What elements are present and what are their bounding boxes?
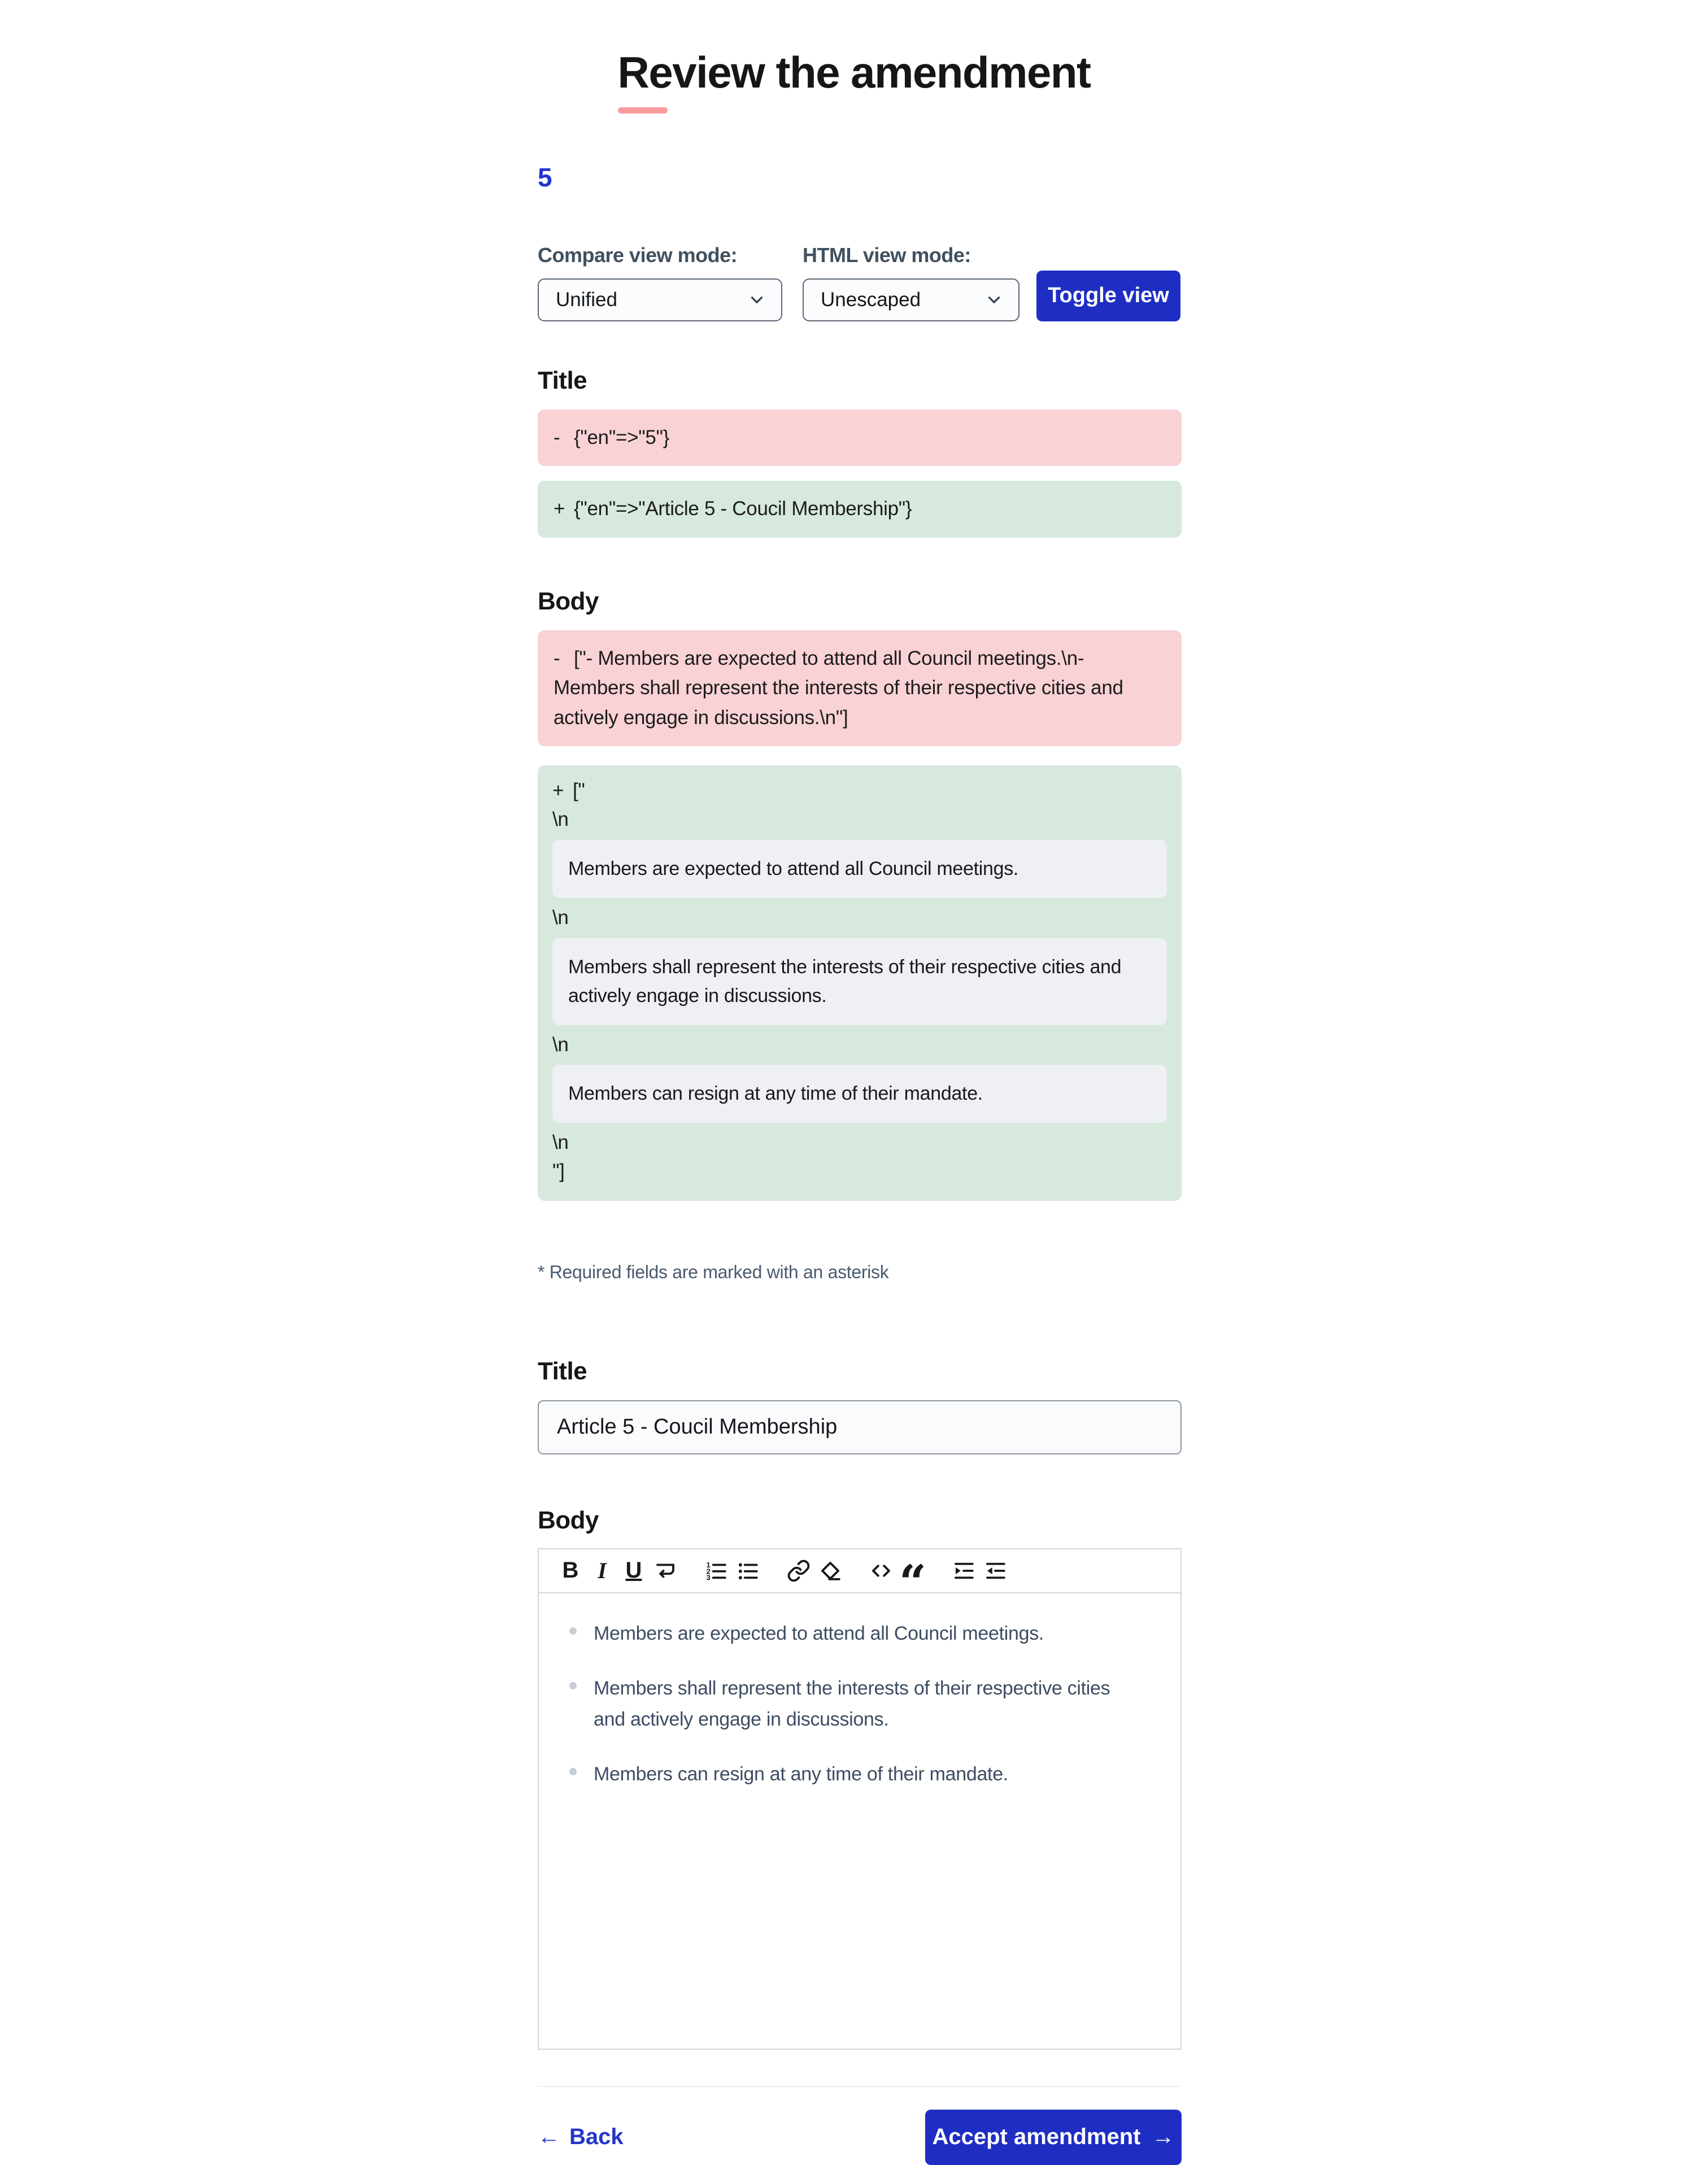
- newline-token: \n: [552, 808, 569, 831]
- review-amendment-page: Review the amendment 5 Compare view mode…: [0, 47, 1708, 2165]
- list-item-text: Members can resign at any time of their …: [594, 1763, 1008, 1785]
- eraser-icon: [821, 1561, 840, 1580]
- html-view-mode-value: Unescaped: [821, 288, 921, 311]
- decrease-indent-icon: [986, 1562, 1005, 1579]
- form-body-label: Body: [538, 1506, 599, 1534]
- link-icon: [787, 1560, 810, 1582]
- toolbar-increase-indent-button[interactable]: [948, 1554, 979, 1588]
- toolbar-blockquote-button[interactable]: “: [897, 1554, 929, 1611]
- page-header: Review the amendment: [0, 47, 1708, 114]
- newline-token: \n: [552, 1033, 569, 1056]
- toggle-view-button[interactable]: Toggle view: [1036, 270, 1180, 321]
- toolbar-bullet-list-button[interactable]: [732, 1554, 764, 1588]
- arrow-left-icon: ←: [538, 2124, 560, 2150]
- chevron-down-icon: [751, 296, 763, 303]
- diff-removed-text: {"en"=>"5"}: [574, 426, 670, 448]
- newline-token: \n: [552, 906, 569, 929]
- svg-text:1: 1: [707, 1561, 711, 1569]
- compare-view-mode-value: Unified: [556, 288, 617, 311]
- compare-view-mode-select[interactable]: Unified: [538, 278, 782, 321]
- numbered-list-icon: 1 2 3: [707, 1561, 726, 1582]
- diff-title-heading: Title: [538, 366, 587, 394]
- back-link[interactable]: ← Back: [538, 2124, 624, 2150]
- toolbar-italic-button[interactable]: I: [586, 1554, 618, 1588]
- line-break-icon: [656, 1563, 674, 1578]
- title-input[interactable]: [538, 1400, 1182, 1454]
- diff-added-sign: +: [554, 498, 565, 520]
- toolbar-line-break-button[interactable]: [650, 1554, 681, 1588]
- diff-added-close-bracket: "]: [552, 1160, 565, 1183]
- accept-amendment-button[interactable]: Accept amendment →: [925, 2109, 1182, 2165]
- arrow-right-icon: →: [1152, 2124, 1175, 2150]
- html-view-mode-label: HTML view mode:: [803, 243, 971, 267]
- svg-text:2: 2: [707, 1567, 711, 1575]
- title-diff-added-line: + {"en"=>"Article 5 - Coucil Membership"}: [538, 481, 1182, 538]
- diff-added-paragraph: Members are expected to attend all Counc…: [552, 839, 1167, 898]
- diff-added-text: {"en"=>"Article 5 - Coucil Membership"}: [574, 498, 912, 520]
- title-diff-removed-line: - {"en"=>"5"}: [538, 409, 1182, 467]
- newline-token: \n: [552, 1131, 569, 1154]
- list-item: Members can resign at any time of their …: [565, 1759, 1135, 1790]
- toolbar-numbered-list-button[interactable]: 1 2 3: [700, 1554, 732, 1588]
- toolbar-underline-button[interactable]: U: [618, 1554, 650, 1588]
- toolbar-code-button[interactable]: [865, 1554, 897, 1588]
- toolbar-decrease-indent-button[interactable]: [979, 1554, 1011, 1588]
- quote-icon: “: [899, 1554, 927, 1611]
- chevron-down-icon: [988, 296, 1000, 303]
- diff-added-sign: +: [552, 779, 564, 802]
- accept-button-label: Accept amendment: [932, 2124, 1141, 2150]
- svg-text:3: 3: [707, 1574, 711, 1582]
- editor-content-area[interactable]: Members are expected to attend all Counc…: [539, 1593, 1180, 2049]
- diff-added-open-bracket: [": [573, 779, 585, 802]
- bullet-dot: [569, 1682, 577, 1689]
- bullet-dot: [569, 1768, 577, 1776]
- list-item-text: Members shall represent the interests of…: [594, 1677, 1110, 1731]
- toolbar-clear-formatting-button[interactable]: [814, 1554, 846, 1588]
- bullet-list-icon: [738, 1563, 758, 1580]
- bullet-dot: [569, 1627, 577, 1635]
- list-item-text: Members are expected to attend all Counc…: [594, 1622, 1044, 1644]
- footer-actions: ← Back Accept amendment →: [538, 2109, 1182, 2165]
- diff-removed-text: ["- Members are expected to attend all C…: [554, 647, 1123, 729]
- body-diff-removed-line: - ["- Members are expected to attend all …: [538, 630, 1182, 747]
- code-icon: [872, 1565, 890, 1577]
- bold-icon: B: [562, 1558, 579, 1583]
- diff-removed-sign: -: [554, 647, 560, 669]
- underline-icon: U: [625, 1558, 642, 1583]
- editor-bullet-list: Members are expected to attend all Counc…: [565, 1618, 1154, 1790]
- diff-added-paragraph: Members shall represent the interests of…: [552, 938, 1167, 1025]
- title-underline-decoration: [617, 107, 668, 114]
- section-divider: [538, 2085, 1182, 2087]
- page-title: Review the amendment: [617, 47, 1091, 97]
- list-item: Members shall represent the interests of…: [565, 1673, 1135, 1735]
- form-title-label: Title: [538, 1357, 587, 1385]
- list-item: Members are expected to attend all Counc…: [565, 1618, 1135, 1649]
- toolbar-bold-button[interactable]: B: [555, 1554, 586, 1588]
- amendment-number-link[interactable]: 5: [538, 162, 552, 192]
- toolbar-link-button[interactable]: [783, 1554, 814, 1588]
- diff-added-open-line: + [": [552, 777, 1167, 805]
- increase-indent-icon: [955, 1562, 974, 1579]
- compare-view-mode-label: Compare view mode:: [538, 243, 738, 267]
- diff-removed-sign: -: [554, 426, 560, 448]
- body-diff-added-block: + [" \n Members are expected to attend al…: [538, 765, 1182, 1201]
- body-rich-text-editor: B I U 1 2 3: [538, 1548, 1182, 2050]
- italic-icon: I: [598, 1558, 607, 1584]
- view-controls-row: Compare view mode: Unified HTML view mod…: [538, 243, 1182, 321]
- required-fields-note: * Required fields are marked with an ast…: [538, 1261, 889, 1282]
- editor-toolbar: B I U 1 2 3: [539, 1549, 1180, 1611]
- diff-body-heading: Body: [538, 587, 599, 615]
- back-link-label: Back: [569, 2124, 624, 2150]
- diff-added-paragraph: Members can resign at any time of their …: [552, 1065, 1167, 1123]
- html-view-mode-select[interactable]: Unescaped: [803, 278, 1019, 321]
